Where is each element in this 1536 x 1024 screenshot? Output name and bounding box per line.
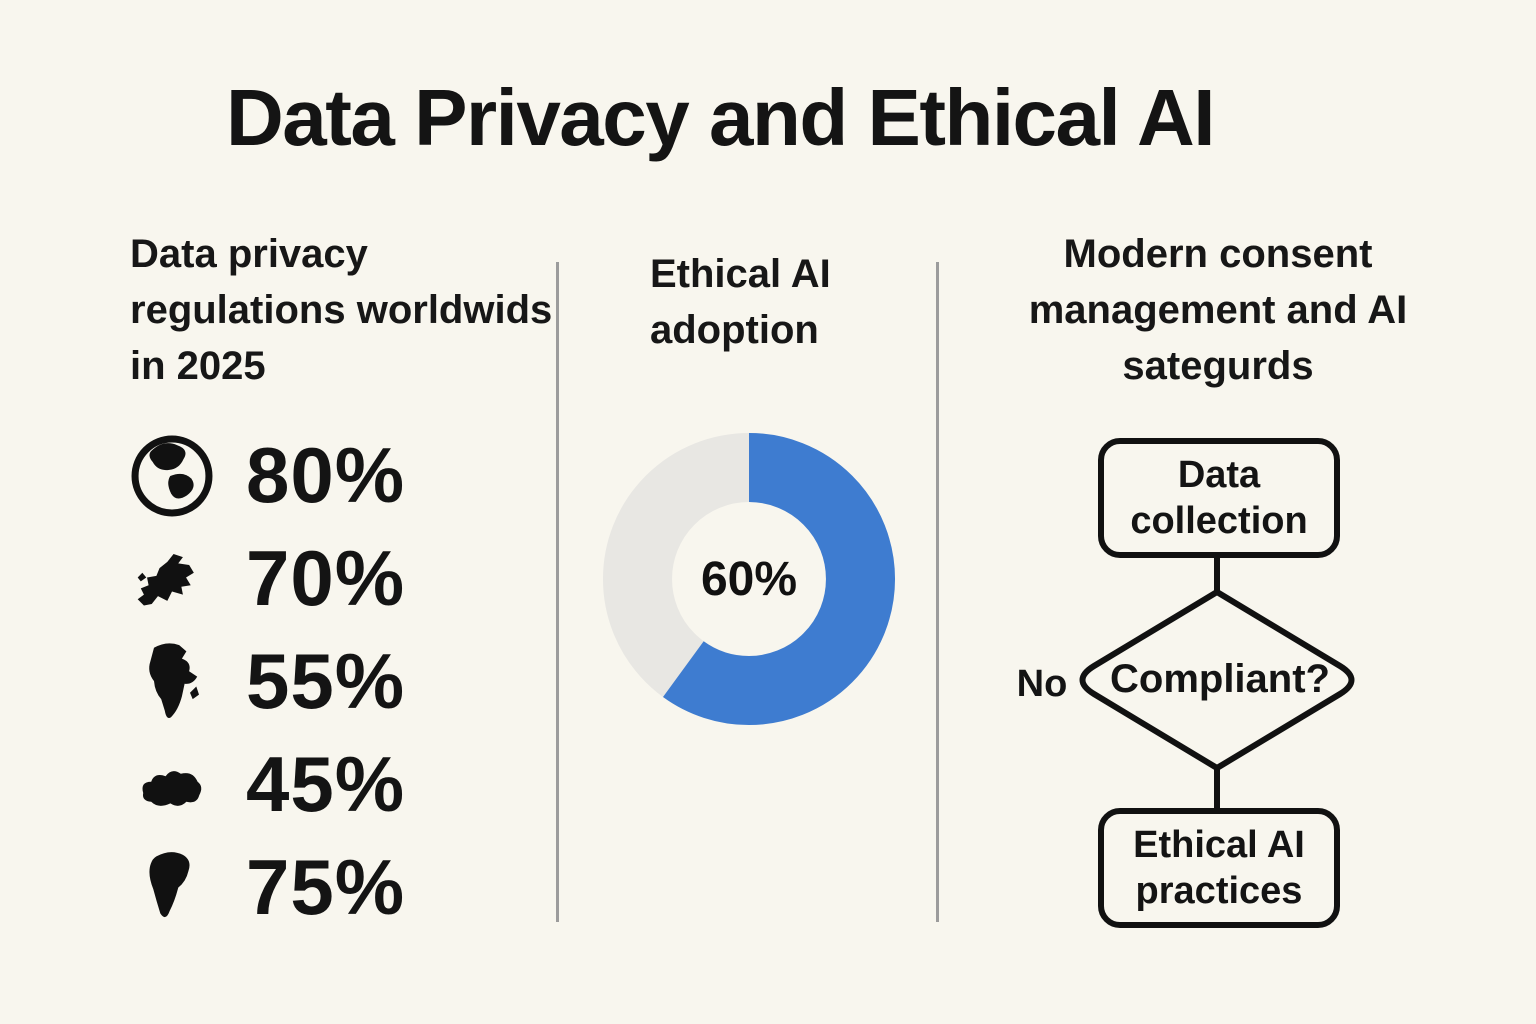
decision-diamond xyxy=(1079,589,1355,771)
list-item: 80% xyxy=(116,424,546,527)
africa-map-icon xyxy=(116,637,228,727)
donut-chart-svg xyxy=(602,432,896,726)
list-item: 70% xyxy=(116,527,546,630)
donut-center-label: 60% xyxy=(700,552,798,606)
middle-panel-heading: Ethical AI adoption xyxy=(650,252,831,352)
regulations-stat-list: 80% 70% 55% xyxy=(116,424,546,939)
stat-value: 70% xyxy=(246,534,406,622)
europe-map-icon xyxy=(116,540,228,618)
flow-node-label: Data collection xyxy=(1130,453,1308,542)
stat-value: 80% xyxy=(246,431,406,519)
flow-node-ethical-ai-practices: Ethical AI practices xyxy=(1098,808,1340,928)
edge-label-no: No xyxy=(1016,663,1068,705)
flow-node-data-collection: Data collection xyxy=(1098,438,1340,558)
page-title: Data Privacy and Ethical AI xyxy=(225,73,1216,162)
decision-label: Compliant? xyxy=(1110,657,1330,701)
south-america-map-icon xyxy=(116,847,228,929)
stat-value: 45% xyxy=(246,740,406,828)
column-divider-left xyxy=(556,262,559,922)
australia-map-icon xyxy=(116,753,228,817)
right-panel-heading: Modern consent management and AI sategur… xyxy=(1028,232,1408,388)
stat-value: 55% xyxy=(246,637,406,725)
list-item: 45% xyxy=(116,733,546,836)
consent-flowchart: Data collection Compliant? No Ethical AI… xyxy=(980,425,1450,955)
donut-chart: 60% xyxy=(601,431,897,727)
flowchart-lines xyxy=(1079,556,1355,811)
flow-node-label: Ethical AI practices xyxy=(1133,823,1305,912)
globe-americas-icon xyxy=(116,432,228,520)
left-panel-heading: Data privacy regulations worldwids in 20… xyxy=(130,232,553,388)
stat-value: 75% xyxy=(246,843,406,931)
list-item: 55% xyxy=(116,630,546,733)
column-divider-right xyxy=(936,262,939,922)
list-item: 75% xyxy=(116,836,546,939)
donut-arc xyxy=(602,432,896,726)
